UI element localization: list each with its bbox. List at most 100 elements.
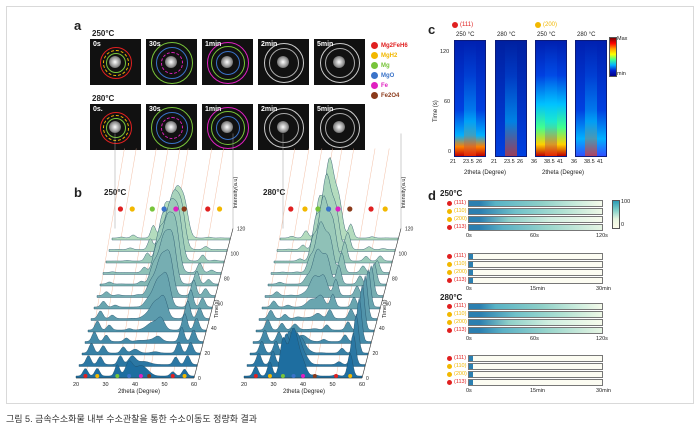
time-tick-label: 120 (237, 227, 246, 233)
sem-frame-280-3: 1min (202, 104, 253, 150)
time-axis (193, 228, 234, 379)
legend-label-4: Fe (381, 83, 389, 89)
diffraction-ring (103, 50, 129, 76)
panel-d-letter: d (428, 188, 436, 203)
bar-axis-tick: 0s (466, 336, 472, 342)
heatmap-x-tick: 21 (491, 159, 498, 165)
panel-c-xlabel-2: 2theta (Degree) (542, 170, 585, 176)
legend-label-0: Mg2FeH6 (381, 43, 408, 49)
occupancy-bar (468, 253, 603, 260)
x-tick-label: 30 (102, 382, 108, 388)
diffraction-ring (264, 43, 304, 83)
panel-b-xlabel-280: 2theta (Degree) (283, 389, 326, 395)
bar-axis-tick: 0s (466, 388, 472, 394)
panel-c-col-title-2: 280 °C (497, 32, 516, 38)
occupancy-bar (468, 303, 603, 310)
diffraction-ring (216, 116, 240, 140)
diffraction-ring (325, 113, 355, 143)
central-beam (221, 56, 233, 68)
occupancy-bar (468, 208, 603, 215)
phase-marker-top (117, 206, 124, 212)
time-tick-label: 60 (218, 301, 224, 307)
diffraction-ring (207, 42, 249, 84)
sem-frame-time-label: 5min (317, 41, 334, 48)
occupancy-bar (468, 327, 603, 334)
spectrum-trace (273, 195, 393, 264)
diffraction-ring (106, 53, 126, 73)
phase-marker-bottom (312, 374, 317, 378)
sem-frame-280-1: 0s. (90, 104, 141, 150)
phase-marker-bottom (267, 374, 272, 378)
occupancy-bar (468, 379, 603, 386)
phase-marker-bottom (348, 374, 353, 378)
occupancy-bar (468, 216, 603, 223)
time-tick-label: 20 (373, 351, 379, 357)
spectrum-trace (93, 271, 213, 310)
bar-row-dot (447, 328, 452, 333)
intensity-axis-label: Intensity(a.u) (233, 177, 239, 209)
bar-axis-tick: 0s (466, 233, 472, 239)
sem-frame-time-label: 30s (149, 106, 161, 113)
phase-marker-top (325, 206, 332, 212)
intensity-axis-label: Intensity(a.u) (401, 177, 407, 209)
phase-marker-top (335, 206, 341, 212)
guide-line (128, 148, 169, 379)
sem-frame-time-label: 1min (205, 41, 222, 48)
diffraction-ring (161, 52, 183, 74)
phase-marker-bottom (280, 374, 285, 378)
panel-c-colorbar-min: min (617, 71, 626, 77)
bar-axis-tick: 15min (530, 286, 545, 292)
legend-label-2: Mg (381, 63, 390, 69)
occupancy-bar (468, 363, 603, 370)
phase-marker-bottom (95, 374, 100, 378)
heatmap-peak-band (464, 41, 476, 156)
heatmap-column-4 (575, 40, 607, 157)
bar-row-dot (447, 254, 452, 259)
legend-label-5: Fe2O4 (381, 93, 400, 99)
spectrum-trace (246, 332, 366, 367)
time-tick-label: 0 (198, 376, 201, 382)
diffraction-ring (106, 118, 126, 138)
sem-frame-280-4: 2min (258, 104, 309, 150)
panel-c-letter: c (428, 22, 436, 37)
occupancy-bar (468, 261, 603, 268)
spectrum-trace (96, 249, 216, 298)
x-tick-label: 50 (161, 382, 167, 388)
occupancy-bar (468, 371, 603, 378)
central-beam (165, 121, 177, 133)
heatmap-x-tick: 23.5 (463, 159, 474, 165)
panel-c-colorbar-max: Max (617, 36, 628, 42)
spectrum-trace (279, 157, 399, 241)
bar-row-dot (447, 225, 452, 230)
occupancy-bar (468, 200, 603, 207)
panel-d-title-250: 250°C (440, 189, 463, 198)
diffraction-ring (151, 107, 193, 149)
bar-row-label: (113) (454, 327, 467, 333)
sem-frame-250-4: 2min (258, 39, 309, 85)
x-tick-label: 20 (73, 382, 79, 388)
phase-marker-bottom (291, 374, 296, 378)
heatmap-x-tick: 36 (571, 159, 578, 165)
phase-marker-bottom (127, 374, 132, 378)
legend-dot-2 (371, 62, 378, 69)
diffraction-ring (156, 47, 188, 79)
panel-c-colorbar (609, 37, 617, 77)
diffraction-ring (103, 115, 129, 141)
diffraction-ring (100, 112, 132, 144)
phase-marker-top (315, 206, 321, 212)
heatmap-x-tick: 23.5 (504, 159, 515, 165)
panel-c-group-label-111: (111) (460, 22, 474, 28)
diffraction-ring (216, 51, 240, 75)
bar-row-label: (111) (454, 355, 467, 361)
legend-label-3: MgO (381, 73, 395, 79)
x-tick-label: 60 (359, 382, 365, 388)
diffraction-ring (211, 46, 245, 80)
x-tick-label: 60 (191, 382, 197, 388)
waterfall-250: 20 30 40 50 60020406080100120Time(s)Intensit… (73, 133, 246, 388)
central-beam (277, 56, 289, 68)
panel-c-ytick-60: 60 (444, 99, 451, 105)
phase-marker-bottom (170, 374, 175, 378)
phase-marker-bottom (253, 374, 258, 378)
heatmap-peak-band (545, 41, 557, 156)
